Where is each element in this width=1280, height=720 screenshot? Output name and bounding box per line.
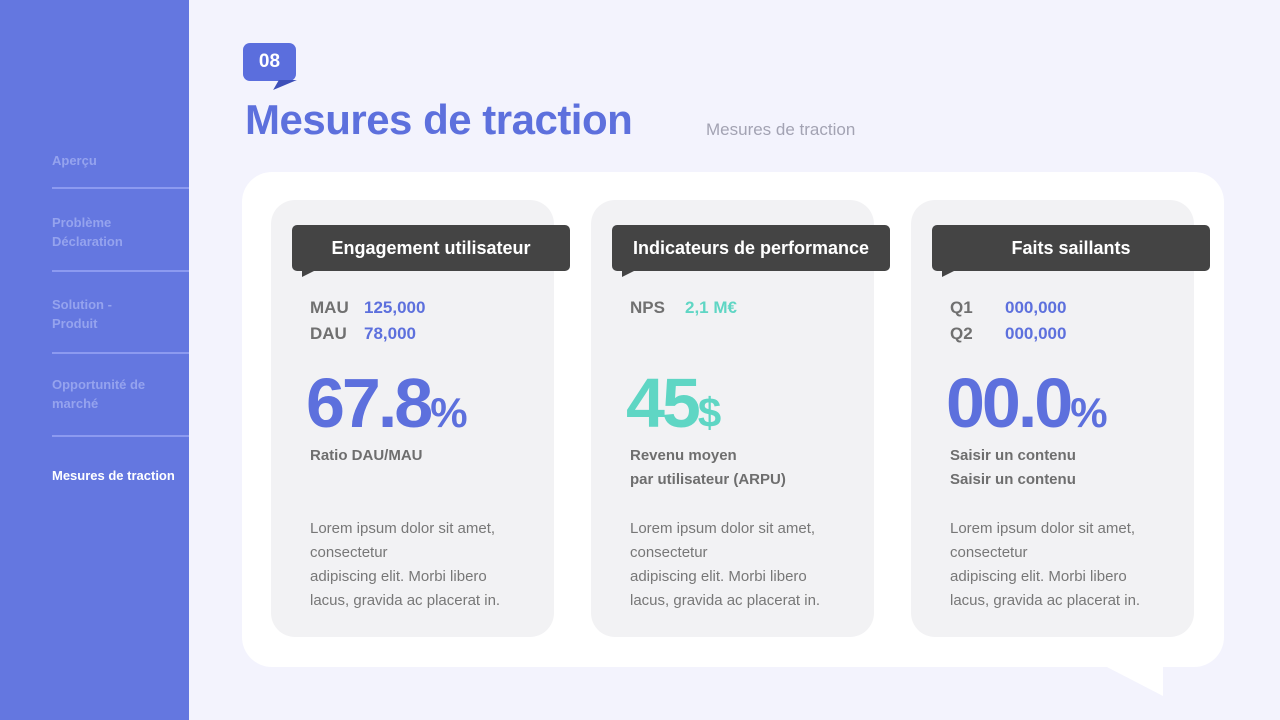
- body-line: Lorem ipsum dolor sit amet,: [950, 520, 1136, 537]
- badge-tail: [273, 80, 297, 90]
- metric-value: 78,000: [364, 324, 416, 343]
- body-line: adipiscing elit. Morbi libero: [950, 568, 1127, 585]
- metric-key: DAU: [310, 324, 347, 343]
- metric-key: Q2: [950, 324, 973, 343]
- sidebar-divider: [52, 435, 189, 437]
- card-header: Indicateurs de performance: [612, 225, 890, 271]
- metric-label: Saisir un contenu: [950, 471, 1076, 488]
- body-line: consectetur: [950, 544, 1028, 561]
- metric-key: MAU: [310, 298, 349, 317]
- metric-value: 000,000: [1005, 324, 1067, 343]
- card-body-text: Lorem ipsum dolor sit amet, consectetur …: [310, 517, 550, 613]
- metric-key: NPS: [630, 298, 665, 317]
- metric-label: Saisir un contenu: [950, 447, 1076, 464]
- body-line: adipiscing elit. Morbi libero: [310, 568, 487, 585]
- metric-label: par utilisateur (ARPU): [630, 471, 786, 488]
- big-metric-value: 67.8: [306, 364, 433, 442]
- sidebar-item-apercu[interactable]: Aperçu: [52, 153, 97, 168]
- big-metric-unit: %: [430, 389, 468, 436]
- sidebar-divider: [52, 352, 189, 354]
- card-header-tail: [942, 271, 954, 277]
- card-header-tail: [622, 271, 634, 277]
- metric-row-q1: Q1 000,000: [950, 295, 1066, 321]
- card-header: Engagement utilisateur: [292, 225, 570, 271]
- big-metric-value: 45: [626, 364, 701, 442]
- metric-label: Ratio DAU/MAU: [310, 447, 423, 464]
- card-header-tail: [302, 271, 314, 277]
- big-metric: 45$: [626, 368, 721, 438]
- metric-row-nps: NPS 2,1 M€: [630, 295, 737, 321]
- body-line: lacus, gravida ac placerat in.: [310, 592, 501, 609]
- big-metric-unit: %: [1070, 389, 1108, 436]
- body-line: lacus, gravida ac placerat in.: [950, 592, 1141, 609]
- big-metric: 67.8%: [306, 368, 468, 438]
- card-body-text: Lorem ipsum dolor sit amet, consectetur …: [630, 517, 870, 613]
- metric-value: 000,000: [1005, 298, 1067, 317]
- metric-key: Q1: [950, 298, 973, 317]
- sidebar-divider: [52, 270, 189, 272]
- page-subtitle: Mesures de traction: [706, 120, 856, 139]
- card-body-text: Lorem ipsum dolor sit amet, consectetur …: [950, 517, 1190, 613]
- big-metric: 00.0%: [946, 368, 1108, 438]
- sidebar-divider: [52, 187, 189, 189]
- sidebar-item-probleme[interactable]: Problème Déclaration: [52, 215, 123, 249]
- card-header: Faits saillants: [932, 225, 1210, 271]
- body-line: consectetur: [630, 544, 708, 561]
- metric-value: 2,1 M€: [685, 298, 737, 317]
- sidebar: Aperçu Problème Déclaration Solution - P…: [0, 0, 189, 720]
- sidebar-item-opportunite[interactable]: Opportunité de marché: [52, 377, 146, 411]
- metric-row-q2: Q2 000,000: [950, 321, 1066, 347]
- metric-value: 125,000: [364, 298, 426, 317]
- big-metric-unit: $: [697, 389, 722, 436]
- metric-row-dau: DAU 78,000: [310, 321, 416, 347]
- panel-speech-tail: [1105, 666, 1163, 696]
- sidebar-item-mesures[interactable]: Mesures de traction: [52, 468, 175, 483]
- big-metric-value: 00.0: [946, 364, 1073, 442]
- card-user-engagement: Engagement utilisateur MAU 125,000 DAU 78,…: [271, 200, 570, 637]
- card-highlights: Faits saillants Q1 000,000 Q2 000,000 00.0…: [911, 200, 1210, 637]
- sidebar-item-solution[interactable]: Solution - Produit: [52, 297, 112, 331]
- body-line: adipiscing elit. Morbi libero: [630, 568, 807, 585]
- body-line: consectetur: [310, 544, 388, 561]
- page-title: Mesures de traction: [245, 96, 633, 143]
- metric-row-mau: MAU 125,000: [310, 295, 425, 321]
- body-line: Lorem ipsum dolor sit amet,: [310, 520, 496, 537]
- card-performance-indicators: Indicateurs de performance NPS 2,1 M€ 45$…: [591, 200, 890, 637]
- body-line: lacus, gravida ac placerat in.: [630, 592, 821, 609]
- metric-label: Revenu moyen: [630, 447, 737, 464]
- body-line: Lorem ipsum dolor sit amet,: [630, 520, 816, 537]
- slide-number-badge: 08: [243, 43, 296, 81]
